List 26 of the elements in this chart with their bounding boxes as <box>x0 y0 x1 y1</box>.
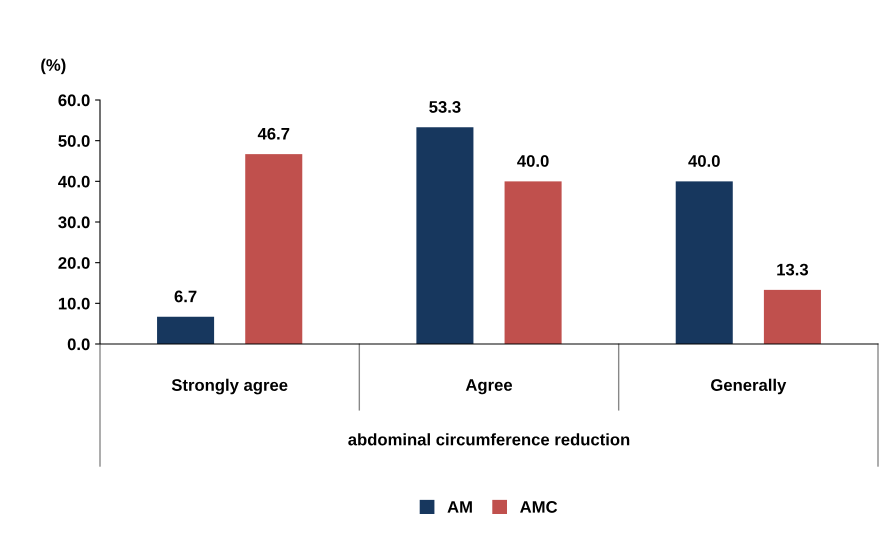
legend-label: AM <box>447 501 472 513</box>
bar <box>157 316 214 344</box>
y-tick-label: 0.0 <box>68 338 90 350</box>
bar <box>245 154 302 344</box>
legend-label: AMC <box>520 501 558 513</box>
data-label: 6.7 <box>174 290 196 302</box>
x-axis-title: abdominal circumference reduction <box>348 433 630 446</box>
x-tick-label: Generally <box>711 378 786 394</box>
bar <box>676 181 733 344</box>
bar <box>416 127 474 344</box>
bar <box>764 290 821 344</box>
y-tick-label: 30.0 <box>58 216 90 228</box>
y-tick-label: 40.0 <box>58 176 90 188</box>
y-tick-label: 20.0 <box>58 257 90 269</box>
data-label: 40.0 <box>517 155 549 167</box>
y-tick-label: 50.0 <box>58 135 90 147</box>
data-label: 53.3 <box>429 101 461 113</box>
x-tick-label: Agree <box>466 379 512 394</box>
y-tick-label: 10.0 <box>58 298 90 310</box>
data-label: 40.0 <box>688 155 720 167</box>
bar <box>504 181 562 344</box>
data-label: 46.7 <box>258 128 290 140</box>
x-tick-label: Strongly agree <box>172 378 288 394</box>
y-axis-title: (%) <box>41 58 66 74</box>
y-tick-label: 60.0 <box>58 94 90 106</box>
data-label: 13.3 <box>777 264 808 276</box>
